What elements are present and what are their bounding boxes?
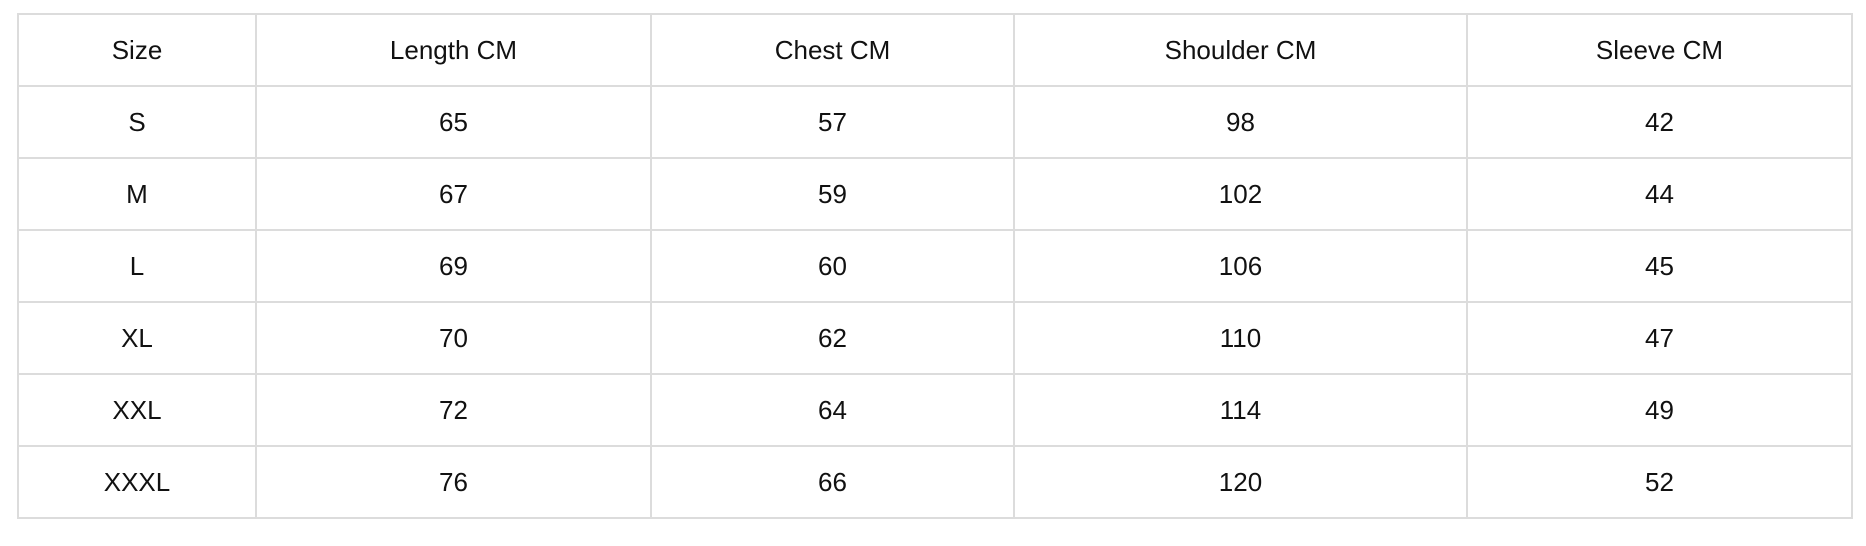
measure-cell: 70 [255,301,652,375]
measure-cell: 62 [650,301,1015,375]
measure-cell: 66 [650,445,1015,519]
measure-cell: 65 [255,85,652,159]
measure-cell: 98 [1013,85,1468,159]
table-row: M 67 59 102 44 [17,157,1853,231]
size-table: Size Length CM Chest CM Shoulder CM Sleeve C… [17,13,1853,519]
size-cell: S [17,85,257,159]
size-cell: XL [17,301,257,375]
table-row: XXL 72 64 114 49 [17,373,1853,447]
measure-cell: 76 [255,445,652,519]
size-cell: L [17,229,257,303]
size-cell: M [17,157,257,231]
header-cell: Shoulder CM [1013,13,1468,87]
measure-cell: 120 [1013,445,1468,519]
measure-cell: 69 [255,229,652,303]
measure-cell: 44 [1466,157,1853,231]
header-row: Size Length CM Chest CM Shoulder CM Sleeve C… [17,13,1853,87]
header-cell: Length CM [255,13,652,87]
measure-cell: 106 [1013,229,1468,303]
measure-cell: 59 [650,157,1015,231]
header-cell: Chest CM [650,13,1015,87]
header-cell: Sleeve CM [1466,13,1853,87]
header-cell: Size [17,13,257,87]
measure-cell: 110 [1013,301,1468,375]
measure-cell: 114 [1013,373,1468,447]
measure-cell: 47 [1466,301,1853,375]
measure-cell: 60 [650,229,1015,303]
measure-cell: 49 [1466,373,1853,447]
measure-cell: 42 [1466,85,1853,159]
measure-cell: 57 [650,85,1015,159]
table-row: L 69 60 106 45 [17,229,1853,303]
table-row: XL 70 62 110 47 [17,301,1853,375]
size-cell: XXXL [17,445,257,519]
measure-cell: 52 [1466,445,1853,519]
table-row: S 65 57 98 42 [17,85,1853,159]
table-header: Size Length CM Chest CM Shoulder CM Sleeve C… [17,13,1853,87]
measure-cell: 67 [255,157,652,231]
measure-cell: 72 [255,373,652,447]
measure-cell: 102 [1013,157,1468,231]
measure-cell: 64 [650,373,1015,447]
measure-cell: 45 [1466,229,1853,303]
size-cell: XXL [17,373,257,447]
table-body: S 65 57 98 42 M 67 59 102 44 L 69 60 106 45 XL 70 62 110 47… [17,85,1853,519]
table-row: XXXL 76 66 120 52 [17,445,1853,519]
